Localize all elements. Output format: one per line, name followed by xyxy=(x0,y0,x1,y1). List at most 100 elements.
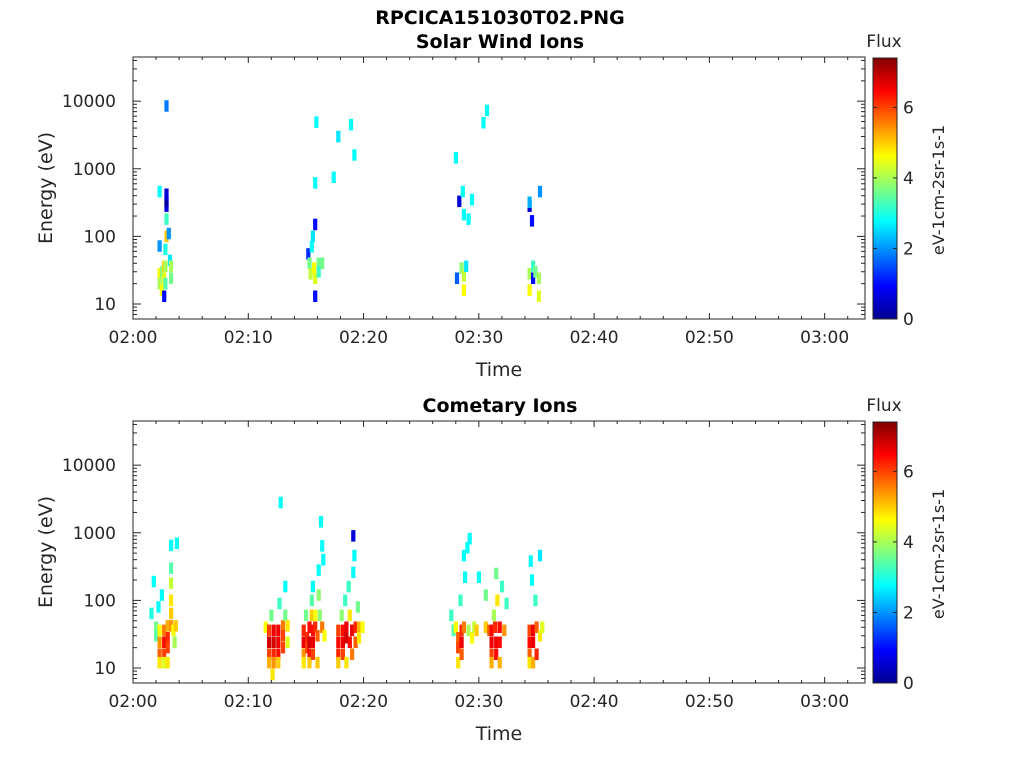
colorbar-tick-label: 0 xyxy=(903,310,914,330)
spectrogram-cells xyxy=(157,100,543,302)
spectrogram-cell xyxy=(164,100,169,112)
colorbar-ticks: 0 2 4 6 xyxy=(873,98,914,330)
spectrogram-cell xyxy=(307,257,312,269)
spectrogram-cell xyxy=(157,656,162,669)
spectrogram-cell xyxy=(169,577,174,589)
spectrogram-cell xyxy=(310,230,315,243)
spectrogram-cell xyxy=(267,624,272,637)
spectrogram-cell xyxy=(163,243,168,256)
spectrogram-cell xyxy=(315,630,320,642)
colorbar-title: Flux xyxy=(866,32,901,52)
spectrogram-cell xyxy=(306,248,311,260)
spectrogram-cell xyxy=(305,641,310,654)
spectrogram-cell xyxy=(166,227,171,240)
spectrogram-cell xyxy=(336,636,341,648)
spectrogram-cell xyxy=(278,496,283,509)
x-tick-label: 02:20 xyxy=(339,328,388,348)
spectrogram-cell xyxy=(271,624,276,637)
spectrogram-cell xyxy=(320,257,325,269)
spectrogram-cell xyxy=(493,621,498,633)
spectrogram-cell xyxy=(527,268,532,280)
spectrogram-cell xyxy=(270,668,275,681)
spectrogram-cell xyxy=(353,636,358,648)
spectrogram-cell xyxy=(310,648,315,660)
panel-solar-wind-ions: Solar Wind Ions 02:00 02:10 02:20 02:30 02:4… xyxy=(35,31,948,381)
spectrogram-cell xyxy=(149,607,154,620)
spectrogram-cell xyxy=(331,171,336,183)
spectrogram-cell xyxy=(162,656,167,669)
spectrogram-cell xyxy=(458,594,463,607)
spectrogram-cell xyxy=(171,624,176,637)
spectrogram-cell xyxy=(157,277,162,290)
colorbar-tick-label: 6 xyxy=(903,98,914,118)
spectrogram-cell xyxy=(352,549,357,562)
x-tick-label: 03:00 xyxy=(800,328,849,348)
spectrogram-cell xyxy=(316,589,321,601)
x-tick-label: 02:30 xyxy=(454,692,503,712)
spectrogram-cell xyxy=(276,624,281,637)
spectrogram-cell xyxy=(449,609,454,622)
spectrogram-cell xyxy=(321,553,326,566)
spectrogram-cell xyxy=(350,648,355,660)
spectrogram-cell xyxy=(347,609,352,622)
spectrogram-cell xyxy=(531,260,536,273)
spectrogram-cell xyxy=(343,594,348,607)
spectrogram-cell xyxy=(313,218,318,231)
spectrogram-cell xyxy=(165,632,170,644)
spectrogram-cell xyxy=(339,609,344,622)
spectrogram-cell xyxy=(165,620,170,632)
spectrogram-cell xyxy=(461,621,466,633)
spectrogram-cell xyxy=(322,630,327,642)
x-tick-label: 02:00 xyxy=(109,328,158,348)
spectrogram-cell xyxy=(527,196,532,208)
spectrogram-cell xyxy=(301,624,306,637)
spectrogram-cell xyxy=(465,542,470,554)
spectrogram-cell xyxy=(307,636,312,648)
spectrogram-cell xyxy=(316,257,321,269)
plot-area xyxy=(132,56,866,320)
spectrogram-cell xyxy=(461,284,466,296)
spectrogram-cell xyxy=(283,580,288,593)
spectrogram-cell xyxy=(502,624,507,637)
spectrogram-cell xyxy=(351,566,356,579)
x-tick-label: 03:00 xyxy=(800,692,849,712)
spectrogram-cell xyxy=(159,266,164,278)
spectrogram-cell xyxy=(495,594,500,607)
spectrogram-cell xyxy=(164,195,169,208)
spectrogram-cell xyxy=(466,213,471,225)
spectrogram-cell xyxy=(303,609,309,622)
spectrogram-cell xyxy=(533,266,538,278)
y-tick-label: 10 xyxy=(94,659,116,679)
spectrogram-cell xyxy=(316,266,321,278)
colorbar-tick-label: 2 xyxy=(903,603,914,623)
spectrogram-cell xyxy=(531,624,536,637)
spectrogram-cell xyxy=(457,195,462,208)
spectrogram-cell xyxy=(461,549,466,562)
spectrogram-cell xyxy=(307,621,312,633)
spectrogram-cell xyxy=(162,648,167,660)
spectrogram-cell xyxy=(537,630,543,642)
spectrogram-cell xyxy=(159,589,164,601)
spectrogram-cell xyxy=(310,624,315,637)
plot-area xyxy=(132,420,866,684)
spectrogram-cell xyxy=(351,530,356,542)
spectrogram-cell xyxy=(494,648,499,660)
y-tick-label: 10000 xyxy=(62,456,116,476)
spectrogram-cell xyxy=(497,656,502,669)
spectrogram-cell xyxy=(459,262,464,274)
x-axis-label: Time xyxy=(475,359,523,381)
y-tick-label: 100 xyxy=(84,591,116,611)
spectrogram-cell xyxy=(360,621,365,633)
spectrogram-cell xyxy=(169,539,174,552)
x-tick-label: 02:50 xyxy=(685,328,734,348)
x-tick-label: 02:30 xyxy=(454,328,503,348)
spectrogram-cell xyxy=(346,580,351,593)
spectrogram-cell xyxy=(164,213,169,225)
spectrogram-cell xyxy=(307,656,312,669)
spectrogram-cell xyxy=(315,656,320,669)
spectrogram-cell xyxy=(336,130,341,143)
spectrogram-cell xyxy=(494,636,499,648)
spectrogram-cell xyxy=(285,636,290,648)
colorbar-tick-label: 6 xyxy=(903,462,914,482)
spectrogram-cell xyxy=(172,636,177,648)
